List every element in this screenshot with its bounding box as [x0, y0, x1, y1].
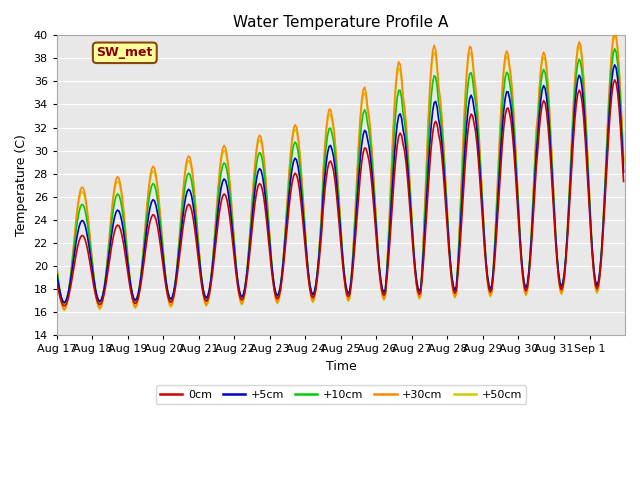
Y-axis label: Temperature (C): Temperature (C)	[15, 134, 28, 236]
Title: Water Temperature Profile A: Water Temperature Profile A	[233, 15, 449, 30]
Legend: 0cm, +5cm, +10cm, +30cm, +50cm: 0cm, +5cm, +10cm, +30cm, +50cm	[156, 385, 526, 404]
Text: SW_met: SW_met	[97, 46, 153, 60]
X-axis label: Time: Time	[326, 360, 356, 372]
